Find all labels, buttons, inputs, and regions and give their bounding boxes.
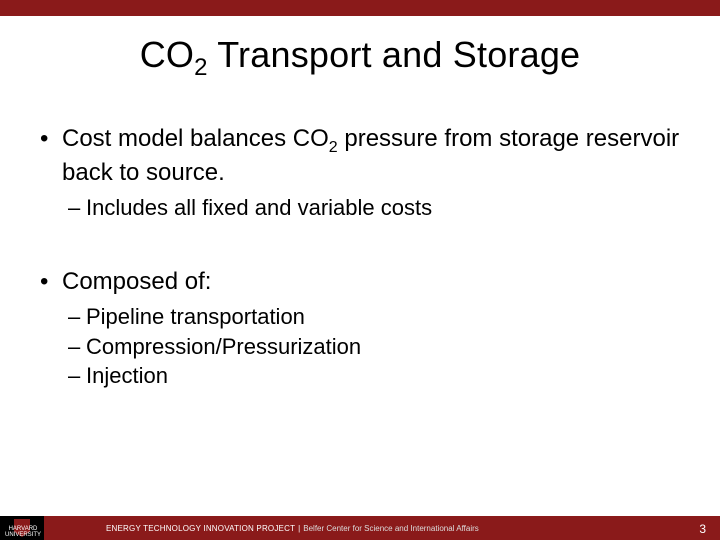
bullet-text: Composed of: <box>62 267 680 297</box>
top-accent-bar <box>0 0 720 16</box>
bullet-level-2: – Compression/Pressurization <box>68 333 680 361</box>
bullet-marker: – <box>68 333 86 361</box>
bullet-marker: • <box>40 124 62 188</box>
title-text-post: Transport and Storage <box>208 34 581 75</box>
harvard-label: HARVARD UNIVERSITY <box>4 526 42 538</box>
footer-bar: HARVARD UNIVERSITY ENERGY TECHNOLOGY INN… <box>0 516 720 540</box>
bullet-level-2: – Pipeline transportation <box>68 303 680 331</box>
title-text-pre: CO <box>140 34 194 75</box>
slide-title: CO2 Transport and Storage <box>0 34 720 82</box>
title-subscript: 2 <box>194 54 208 81</box>
bullet-text: Pipeline transportation <box>86 303 680 331</box>
bullet-text: Includes all fixed and variable costs <box>86 194 680 222</box>
bullet-level-1: • Cost model balances CO2 pressure from … <box>40 124 680 188</box>
page-number: 3 <box>699 522 706 536</box>
bullet-marker: – <box>68 194 86 222</box>
spacer <box>40 221 680 267</box>
bullet-text: Compression/Pressurization <box>86 333 680 361</box>
bullet-level-2: – Injection <box>68 362 680 390</box>
slide-body: • Cost model balances CO2 pressure from … <box>0 124 720 390</box>
bullet-text: Cost model balances CO2 pressure from st… <box>62 124 680 188</box>
bullet-level-1: • Composed of: <box>40 267 680 297</box>
footer-center: Belfer Center for Science and Internatio… <box>303 524 479 533</box>
org-line-2: UNIVERSITY <box>5 532 41 538</box>
bullet-level-2: – Includes all fixed and variable costs <box>68 194 680 222</box>
footer-divider: | <box>298 524 300 533</box>
bullet-subscript: 2 <box>329 139 338 156</box>
bullet-marker: – <box>68 303 86 331</box>
slide: CO2 Transport and Storage • Cost model b… <box>0 0 720 540</box>
bullet-text: Injection <box>86 362 680 390</box>
bullet-text-pre: Cost model balances CO <box>62 125 329 152</box>
footer-project: ENERGY TECHNOLOGY INNOVATION PROJECT <box>106 524 295 533</box>
bullet-marker: – <box>68 362 86 390</box>
bullet-marker: • <box>40 267 62 297</box>
